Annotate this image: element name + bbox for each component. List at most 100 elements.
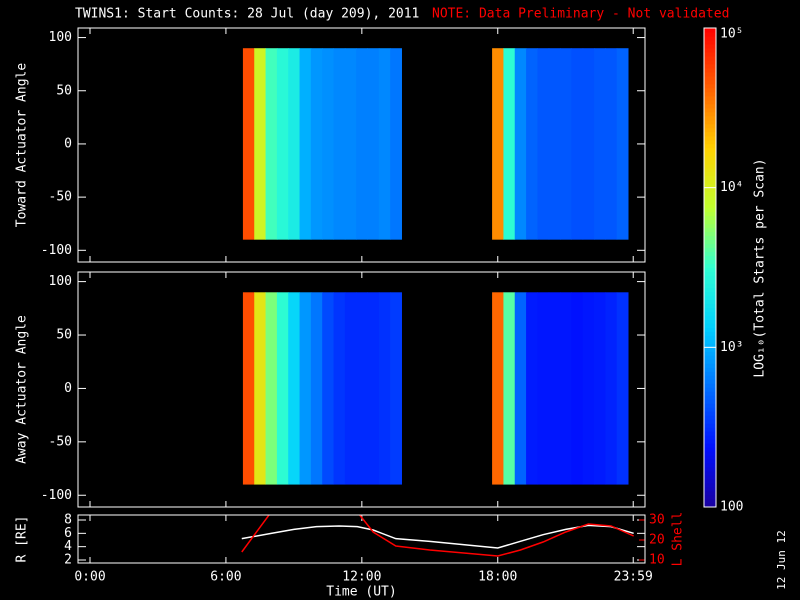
colorbar-swatch	[704, 307, 716, 312]
y-axis-label: Away Actuator Angle	[15, 315, 30, 464]
y-axis-label: R [RE]	[15, 516, 30, 563]
y-tick-label: -50	[49, 190, 72, 205]
y-tick-label: 0	[64, 136, 72, 151]
heatmap-cell	[492, 48, 504, 240]
colorbar-swatch	[704, 339, 716, 344]
y-tick-label: 6	[64, 526, 72, 541]
heatmap-cell	[299, 292, 312, 485]
colorbar-swatch	[704, 399, 716, 404]
colorbar-swatch	[704, 255, 716, 261]
colorbar-swatch	[704, 135, 716, 141]
heatmap-cell	[276, 292, 289, 485]
colorbar-swatch	[704, 119, 716, 125]
colorbar-swatch	[704, 31, 716, 37]
colorbar-swatch	[704, 287, 716, 292]
note: NOTE: Data Preliminary - Not validated	[432, 7, 729, 22]
colorbar-swatch	[704, 403, 716, 408]
heatmap-cell	[242, 292, 255, 485]
colorbar-swatch	[704, 387, 716, 392]
y-tick-label: 0	[64, 381, 72, 396]
colorbar-swatch	[704, 267, 716, 272]
heatmap-cell	[356, 292, 369, 485]
colorbar-swatch	[704, 379, 716, 384]
colorbar-swatch	[704, 243, 716, 249]
heatmap-cell	[367, 292, 380, 485]
colorbar-swatch	[704, 367, 716, 372]
colorbar-swatch	[704, 375, 716, 380]
colorbar-swatch	[704, 259, 716, 265]
heatmap-cell	[333, 292, 346, 485]
heatmap-cell	[390, 48, 402, 240]
colorbar-swatch	[704, 239, 716, 245]
colorbar-swatch	[704, 87, 716, 93]
colorbar-swatch	[704, 223, 716, 229]
colorbar-swatch	[704, 99, 716, 105]
colorbar-label: LOG₁₀(Total Starts per Scan)	[753, 158, 768, 377]
panel-frame	[77, 27, 646, 263]
heatmap-cell	[265, 292, 278, 485]
colorbar-swatch	[704, 431, 716, 436]
heatmap-cell	[344, 292, 357, 485]
heatmap-cell	[616, 292, 629, 485]
y-tick-label: 2	[64, 553, 72, 568]
colorbar-swatch	[704, 423, 716, 428]
heatmap-cell	[605, 48, 618, 240]
colorbar-swatch	[704, 127, 716, 133]
y-tick-label: 8	[64, 513, 72, 528]
colorbar-swatch	[704, 211, 716, 217]
heatmap-cell	[310, 48, 323, 240]
heatmap-cell	[548, 48, 561, 240]
heatmap-cell	[322, 292, 335, 485]
colorbar-swatch	[704, 199, 716, 205]
colorbar-swatch	[704, 463, 716, 468]
heatmap-cell	[299, 48, 312, 240]
colorbar-swatch	[704, 191, 716, 197]
colorbar-swatch	[704, 147, 716, 153]
colorbar-swatch	[704, 475, 716, 480]
y-tick-label: -100	[41, 488, 72, 503]
colorbar-swatch	[704, 95, 716, 101]
colorbar-swatch	[704, 483, 716, 488]
colorbar-swatch	[704, 215, 716, 221]
colorbar-swatch	[704, 131, 716, 137]
y-axis-label: Toward Actuator Angle	[15, 63, 30, 228]
colorbar-swatch	[704, 35, 716, 41]
colorbar-tick-label: 10⁴	[720, 180, 743, 195]
colorbar-swatch	[704, 291, 716, 296]
colorbar-swatch	[704, 407, 716, 412]
colorbar-swatch	[704, 111, 716, 117]
heatmap-cell	[537, 48, 550, 240]
colorbar-swatch	[704, 415, 716, 420]
heatmap-cell	[322, 48, 335, 240]
colorbar-swatch	[704, 323, 716, 328]
heatmap-cell	[526, 48, 538, 240]
colorbar-swatch	[704, 315, 716, 320]
colorbar-tick-label: 10³	[720, 340, 743, 355]
heatmap-cell	[605, 292, 618, 485]
heatmap-cell	[378, 292, 391, 485]
colorbar-swatch	[704, 395, 716, 400]
colorbar-swatch	[704, 175, 716, 181]
colorbar-swatch	[704, 51, 716, 57]
colorbar-swatch	[704, 123, 716, 129]
colorbar-swatch	[704, 447, 716, 452]
colorbar-swatch	[704, 355, 716, 360]
heatmap-cell	[356, 48, 369, 240]
colorbar-swatch	[704, 115, 716, 121]
colorbar-swatch	[704, 195, 716, 201]
colorbar-swatch	[704, 171, 716, 177]
colorbar-swatch	[704, 459, 716, 464]
heatmap-cell	[242, 48, 255, 240]
heatmap-cell	[254, 292, 267, 485]
heatmap-cell	[344, 48, 357, 240]
colorbar-swatch	[704, 83, 716, 89]
colorbar-swatch	[704, 55, 716, 61]
heatmap-cell	[265, 48, 278, 240]
colorbar-swatch	[704, 383, 716, 388]
colorbar-swatch	[704, 479, 716, 484]
colorbar-swatch	[704, 319, 716, 324]
colorbar-swatch	[704, 467, 716, 472]
colorbar-swatch	[704, 219, 716, 225]
